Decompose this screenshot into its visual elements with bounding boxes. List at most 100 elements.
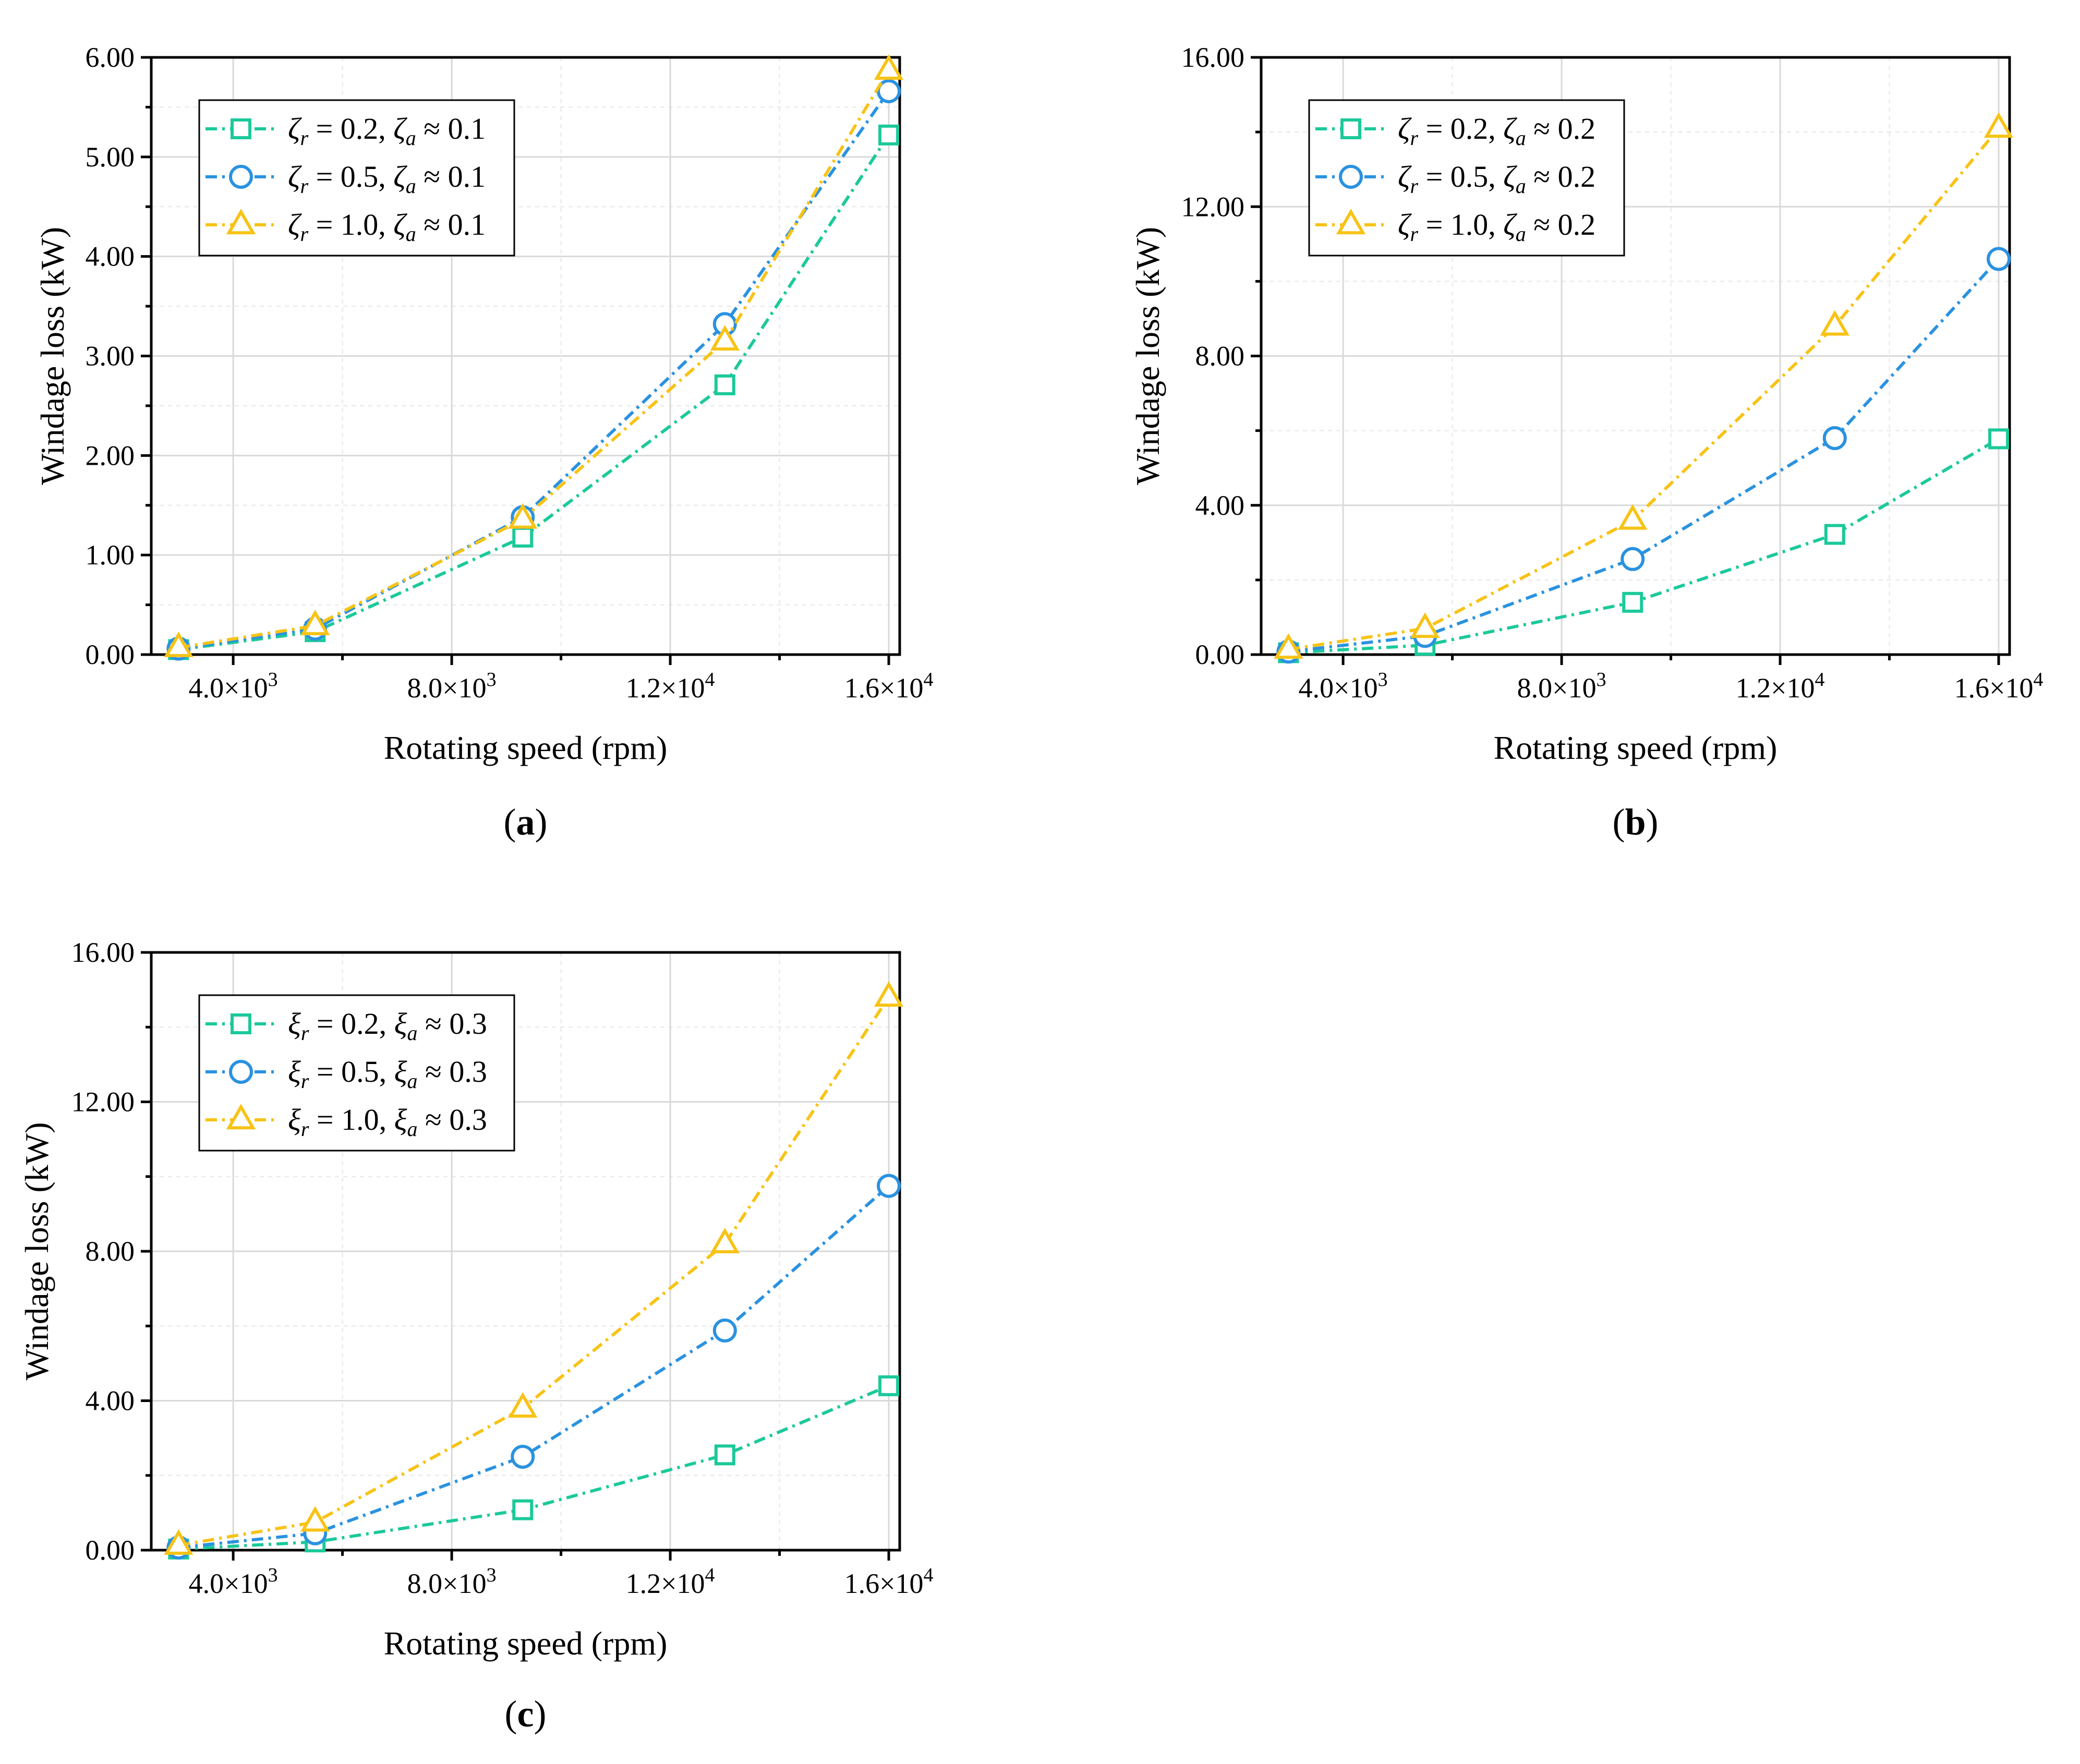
data-point — [1820, 310, 1850, 336]
x-axis-label: Rotating speed (rpm) — [384, 1625, 668, 1662]
data-point — [1618, 504, 1648, 530]
plot-frame — [150, 56, 901, 656]
data-point — [1824, 524, 1845, 545]
y-tick-label: 5.00 — [86, 141, 135, 173]
y-tick-label: 0.00 — [86, 1535, 135, 1566]
legend-marker — [229, 1060, 253, 1084]
legend-entry: ζr = 0.5, ζa ≈ 0.2 — [1315, 160, 1595, 198]
legend: ζr = 0.2, ζa ≈ 0.2 ζr = 0.5, ζa ≈ 0.2 ζr =… — [1308, 99, 1625, 257]
legend-label: ξr = 0.2, ξa ≈ 0.3 — [288, 1007, 487, 1045]
legend-entry: ζr = 0.5, ζa ≈ 0.1 — [205, 160, 486, 198]
series-line — [1288, 437, 2000, 655]
data-point — [1410, 612, 1440, 638]
legend-label: ζr = 1.0, ζa ≈ 0.2 — [1398, 208, 1595, 246]
series-square — [1278, 428, 2010, 663]
legend: ξr = 0.2, ξa ≈ 0.3 ξr = 0.5, ξa ≈ 0.3 ξr =… — [198, 994, 515, 1152]
data-point — [1988, 428, 2010, 450]
data-point — [512, 1499, 534, 1520]
legend: ζr = 0.2, ζa ≈ 0.1 ζr = 0.5, ζa ≈ 0.1 ζr =… — [198, 99, 515, 257]
series-triangle — [164, 981, 904, 1555]
legend-entry: ξr = 0.5, ξa ≈ 0.3 — [205, 1055, 487, 1093]
data-point — [508, 1392, 538, 1418]
data-point — [874, 54, 904, 80]
series-circle — [166, 1174, 901, 1560]
x-tick-label: 8.0×103 — [407, 1564, 497, 1599]
legend-entry: ξr = 1.0, ξa ≈ 0.3 — [205, 1103, 487, 1141]
data-point — [877, 79, 901, 103]
x-tick-label: 4.0×103 — [189, 1564, 278, 1599]
x-tick-label: 1.6×104 — [844, 1564, 934, 1599]
series-line — [1288, 258, 2000, 654]
x-axis-label: Rotating speed (rpm) — [384, 729, 668, 766]
series-triangle — [1274, 112, 2014, 659]
panel-caption: (a) — [504, 801, 548, 843]
chart-panel-b: 4.0×103 8.0×103 1.2×104 1.6×104 0.00 4.00 8.00… — [1129, 42, 2043, 843]
data-point — [1621, 547, 1645, 571]
data-point — [300, 609, 330, 635]
data-point — [710, 1227, 740, 1253]
panel-caption: (b) — [1612, 801, 1658, 843]
y-axis-label: Windage loss (kW) — [34, 227, 71, 485]
data-point — [300, 1506, 330, 1532]
legend-marker — [229, 165, 253, 189]
data-point — [714, 374, 735, 395]
y-tick-label: 3.00 — [86, 341, 135, 372]
data-point — [164, 1529, 194, 1555]
legend-marker — [1336, 209, 1366, 235]
series-circle — [1276, 247, 2011, 664]
data-point — [714, 1444, 735, 1466]
data-point — [1622, 591, 1643, 613]
data-point — [164, 631, 194, 657]
x-axis-label: Rotating speed (rpm) — [1494, 729, 1777, 766]
data-point — [1984, 112, 2014, 138]
legend-label: ζr = 1.0, ζa ≈ 0.1 — [288, 208, 486, 246]
y-tick-label: 2.00 — [86, 440, 135, 471]
x-tick-label: 8.0×103 — [407, 669, 497, 704]
y-tick-label: 8.00 — [86, 1236, 135, 1267]
y-tick-label: 4.00 — [1195, 490, 1245, 521]
legend-label: ξr = 1.0, ξa ≈ 0.3 — [288, 1103, 487, 1141]
y-tick-label: 4.00 — [86, 241, 135, 272]
series-line — [178, 134, 890, 651]
data-point — [508, 503, 538, 529]
legend-label: ζr = 0.2, ζa ≈ 0.1 — [288, 112, 486, 150]
legend-entry: ζr = 0.2, ζa ≈ 0.1 — [205, 112, 486, 150]
x-tick-label: 1.2×104 — [626, 669, 715, 704]
data-point — [710, 325, 740, 351]
series-square — [168, 1375, 900, 1560]
x-tick-label: 4.0×103 — [189, 669, 278, 704]
legend-marker — [1340, 118, 1361, 139]
legend-marker — [231, 1013, 251, 1034]
legend-entry: ζr = 1.0, ζa ≈ 0.2 — [1315, 208, 1595, 246]
legend-label: ζr = 0.2, ζa ≈ 0.2 — [1398, 112, 1595, 150]
y-tick-label: 0.00 — [1195, 639, 1245, 670]
plot-frame — [1260, 56, 2011, 656]
y-tick-label: 8.00 — [1195, 341, 1245, 372]
panel-caption: (c) — [505, 1693, 547, 1735]
chart-panel-c: 4.0×103 8.0×103 1.2×104 1.6×104 0.00 4.00 8.00… — [18, 937, 934, 1735]
legend-marker — [226, 209, 256, 235]
legend-label: ξr = 0.5, ξa ≈ 0.3 — [288, 1055, 487, 1093]
data-point — [878, 124, 900, 146]
legend-entry: ξr = 0.2, ξa ≈ 0.3 — [205, 1007, 487, 1045]
series-line — [178, 1185, 890, 1549]
x-tick-label: 1.6×104 — [1954, 669, 2043, 704]
plot-frame — [150, 951, 901, 1552]
legend-marker — [1339, 165, 1363, 189]
x-tick-label: 8.0×103 — [1517, 669, 1606, 704]
data-point — [1987, 247, 2011, 271]
legend-label: ζr = 0.5, ζa ≈ 0.2 — [1398, 160, 1595, 198]
data-point — [874, 981, 904, 1007]
y-tick-label: 4.00 — [86, 1385, 135, 1417]
y-axis-label: Windage loss (kW) — [18, 1122, 55, 1380]
legend-marker — [226, 1104, 256, 1130]
x-tick-label: 1.6×104 — [844, 669, 934, 704]
legend-marker — [231, 118, 251, 139]
data-point — [712, 1318, 737, 1343]
legend-label: ζr = 0.5, ζa ≈ 0.1 — [288, 160, 486, 198]
y-axis-label: Windage loss (kW) — [1129, 227, 1166, 485]
legend-entry: ζr = 1.0, ζa ≈ 0.1 — [205, 208, 486, 246]
y-tick-label: 6.00 — [86, 42, 135, 73]
data-point — [877, 1174, 901, 1198]
